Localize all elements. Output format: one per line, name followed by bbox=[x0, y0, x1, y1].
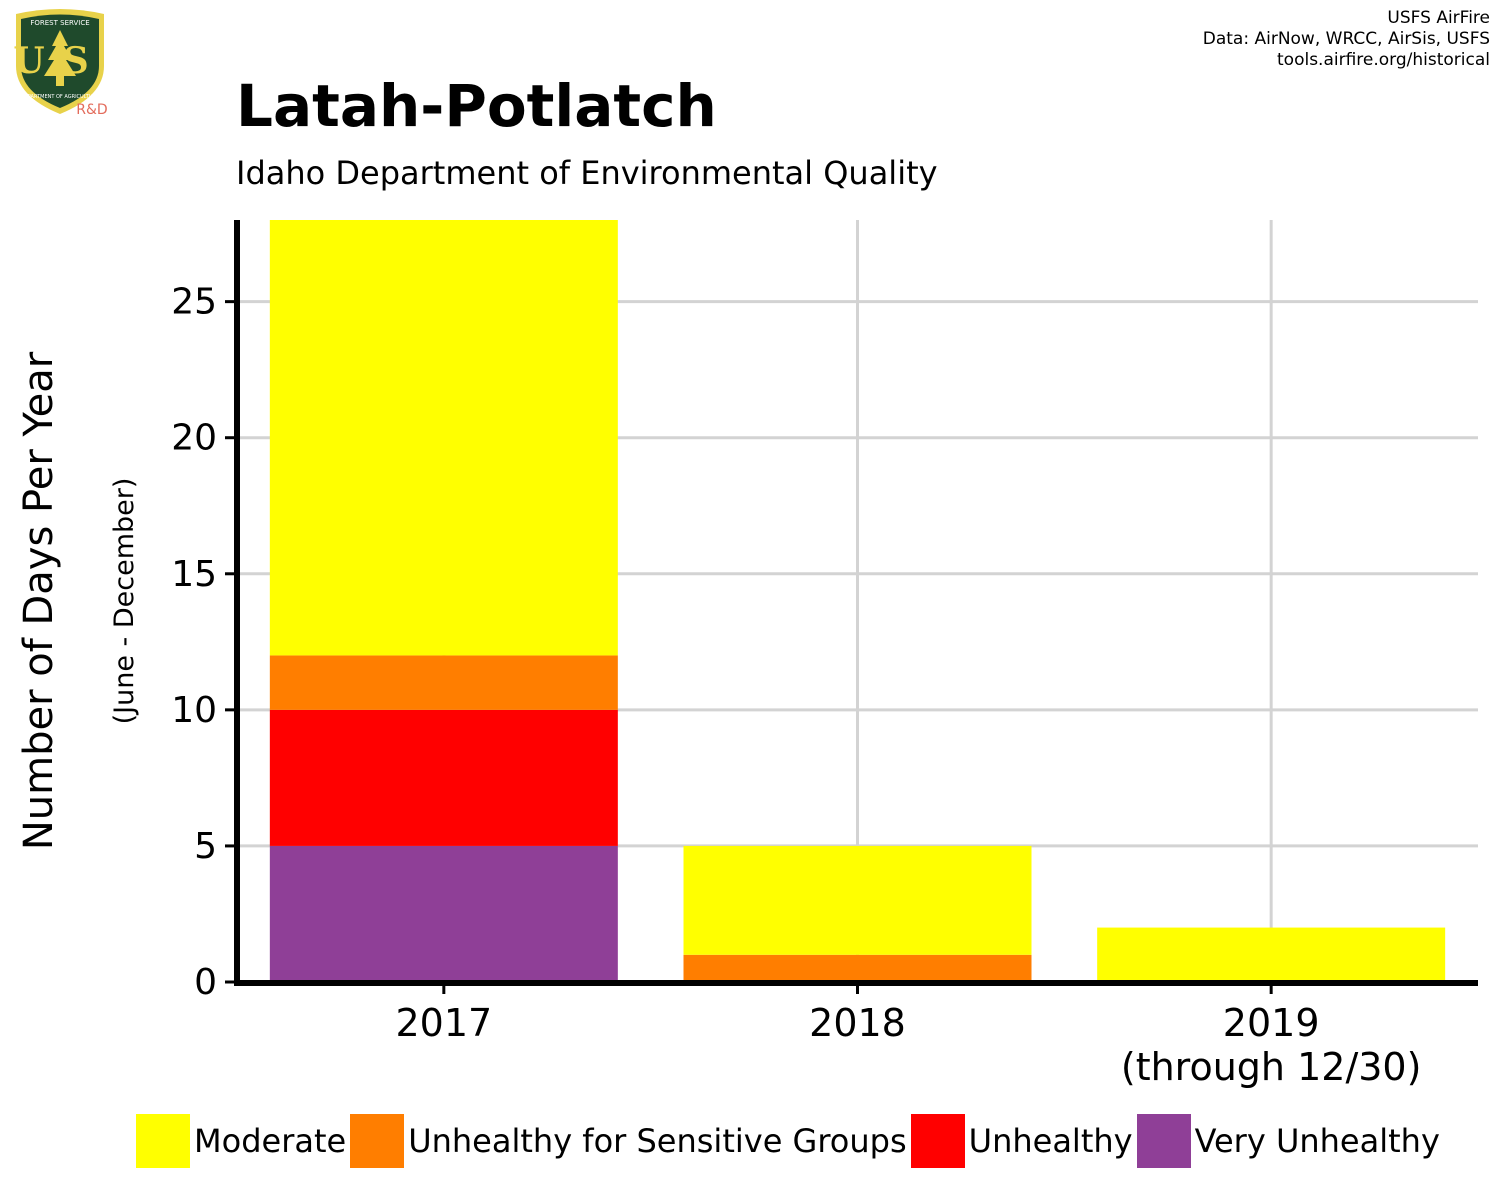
y-tick-label: 5 bbox=[194, 826, 217, 867]
legend-item: Unhealthy for Sensitive Groups bbox=[350, 1114, 907, 1168]
bar-segment bbox=[683, 845, 1032, 955]
legend-item: Very Unhealthy bbox=[1136, 1114, 1440, 1168]
y-tick-label: 10 bbox=[171, 690, 217, 731]
y-tick-label: 25 bbox=[171, 282, 217, 323]
logo-top-text: FOREST SERVICE bbox=[30, 19, 89, 27]
legend-label: Unhealthy bbox=[968, 1122, 1133, 1160]
chart-subtitle: Idaho Department of Environmental Qualit… bbox=[236, 154, 938, 192]
legend-swatch bbox=[1136, 1114, 1191, 1168]
y-axis-label: Number of Days Per Year bbox=[16, 351, 62, 850]
credit-line: tools.airfire.org/historical bbox=[1277, 50, 1490, 70]
credit-line: Data: AirNow, WRCC, AirSis, USFS bbox=[1202, 29, 1490, 49]
y-tick-label: 15 bbox=[171, 554, 217, 595]
bar-segment bbox=[683, 954, 1032, 982]
bar-segment bbox=[269, 845, 618, 982]
x-tick-label: 2019 bbox=[1223, 1001, 1320, 1045]
bar-segment bbox=[269, 655, 618, 710]
bar-segment bbox=[269, 220, 618, 656]
forest-service-logo: FOREST SERVICE US DEPARTMENT OF AGRICULT… bbox=[13, 9, 108, 118]
forest-service-shield-icon bbox=[16, 9, 104, 114]
logo-main-text: US bbox=[13, 40, 106, 82]
y-tick-label: 0 bbox=[194, 962, 217, 1003]
legend-swatch bbox=[350, 1114, 405, 1168]
logo-rd-label: R&D bbox=[76, 102, 107, 118]
legend-label: Moderate bbox=[194, 1122, 347, 1160]
legend-item: Unhealthy bbox=[910, 1114, 1133, 1168]
x-tick-label: 2018 bbox=[809, 1001, 906, 1045]
legend-swatch bbox=[910, 1114, 965, 1168]
legend-label: Unhealthy for Sensitive Groups bbox=[408, 1122, 907, 1160]
legend-item: Moderate bbox=[136, 1114, 346, 1168]
credit-line: USFS AirFire bbox=[1387, 8, 1490, 28]
x-tick-label: 2017 bbox=[395, 1001, 492, 1045]
credits: USFS AirFire Data: AirNow, WRCC, AirSis,… bbox=[1203, 8, 1490, 71]
logo-bottom-text: DEPARTMENT OF AGRICULTURE bbox=[21, 94, 99, 100]
x-tick-sublabel: (through 12/30) bbox=[1121, 1045, 1422, 1089]
bar-segment bbox=[269, 709, 618, 846]
y-axis-sublabel: (June - December) bbox=[109, 478, 140, 725]
chart-title: Latah-Potlatch bbox=[236, 72, 717, 140]
bar-segment bbox=[1097, 927, 1446, 982]
legend: Moderate Unhealthy for Sensitive Groups Un… bbox=[136, 1113, 1444, 1169]
legend-label: Very Unhealthy bbox=[1194, 1122, 1440, 1160]
legend-swatch bbox=[136, 1114, 190, 1168]
y-tick-label: 20 bbox=[171, 418, 217, 459]
